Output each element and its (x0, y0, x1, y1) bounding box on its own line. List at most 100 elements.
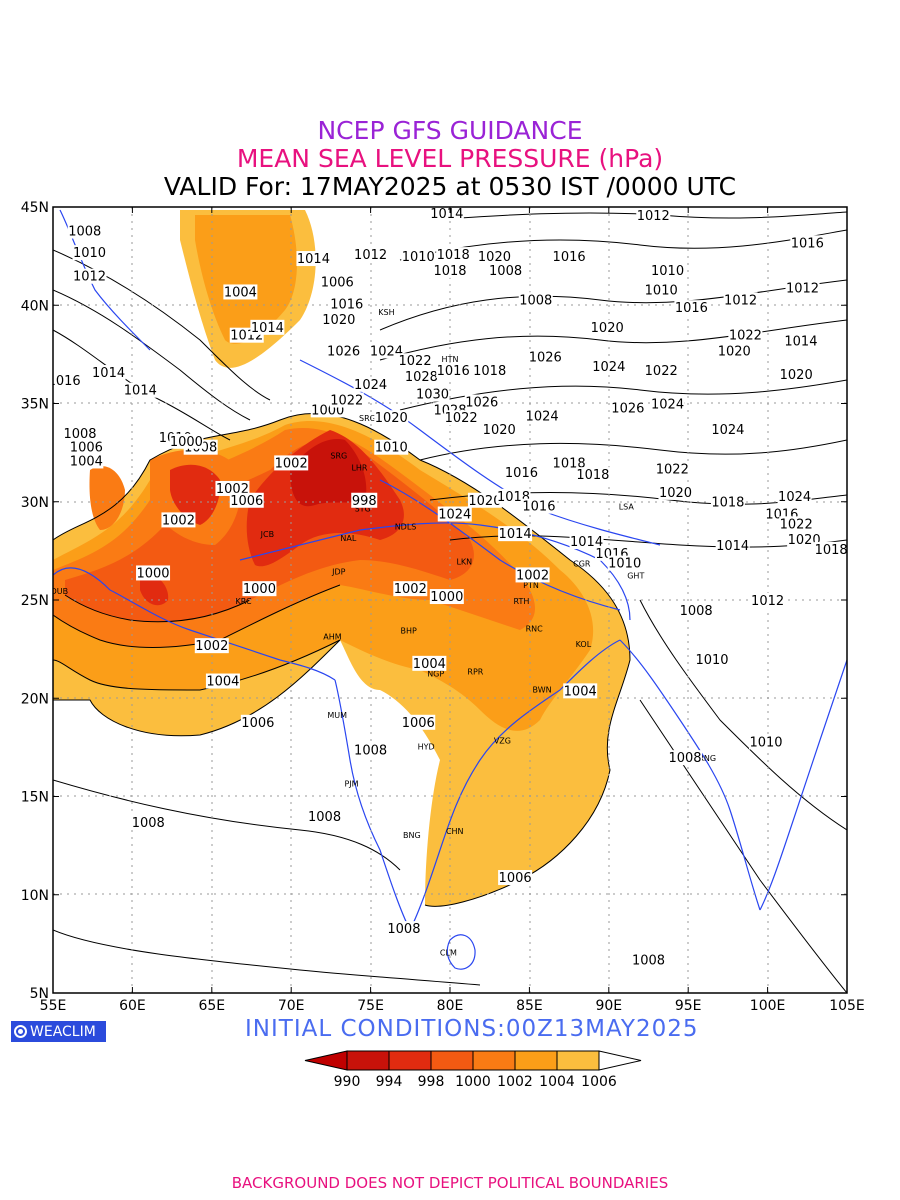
city-label: GHT (627, 571, 644, 580)
isobar-label-bg (650, 396, 685, 412)
city-label: CGR (573, 560, 591, 569)
isobar-label: 1016 (522, 500, 555, 515)
lon-tick-label: 90E (595, 998, 622, 1014)
city-label: STG (355, 505, 371, 514)
isobar-label: 1024 (592, 360, 625, 375)
isobar-label-bg (521, 498, 556, 514)
isobar-label-bg (477, 249, 512, 265)
lon-tick-label: 75E (357, 998, 384, 1014)
isobar-label-bg (575, 467, 610, 483)
coast-myanmar (759, 659, 847, 911)
isobar-label: 1018 (473, 364, 506, 379)
isobar-label-bg (525, 408, 560, 424)
isobar-label: 1016 (330, 297, 363, 312)
colorbar-swatch (430, 1050, 474, 1071)
isobar-label: 1014 (499, 527, 532, 542)
isobar-label-bg (644, 282, 679, 298)
isobar-label-bg (631, 952, 666, 968)
fill-998-west (170, 464, 221, 525)
isobar-label: 1020 (788, 533, 821, 548)
isobar-label: 1024 (651, 397, 684, 412)
title-valid-time: VALID For: 17MAY2025 at 0530 IST /0000 U… (163, 172, 737, 201)
isobar-label: 1022 (445, 411, 478, 426)
isobar-label-bg (749, 734, 784, 750)
colorbar-label: 1002 (497, 1074, 533, 1090)
isobar-label: 1014 (92, 366, 125, 381)
lon-tick-label: 105E (829, 998, 865, 1014)
city-label: KOL (576, 640, 592, 649)
city-label: SRG (330, 452, 347, 461)
isobar-label: 1016 (791, 236, 824, 251)
isobar-label-bg (498, 870, 533, 886)
isobar-label: 1022 (645, 364, 678, 379)
isobar-label: 1012 (73, 270, 106, 285)
city-label: KRC (236, 597, 252, 606)
isobar-label-bg (274, 455, 309, 471)
city-label: MUM (327, 711, 347, 720)
coast-srilanka (446, 934, 476, 970)
isobar-label: 1022 (729, 329, 762, 344)
isobar-label: 1006 (241, 716, 274, 731)
city-label: JCB (260, 530, 274, 539)
isobar-label-bg (504, 465, 539, 481)
isobar-label: 1002 (275, 456, 308, 471)
fill-1002-iran (89, 466, 125, 530)
isobar-label: 1010 (402, 250, 435, 265)
isobar-label: 1020 (591, 321, 624, 336)
isobar-label-bg (728, 327, 763, 343)
map-plot-area: KSH HTN SRG LHR SRG STG NAL NDLS JCB LKN JDP PTN RTH… (48, 207, 848, 993)
isobar-label: 1006 (230, 494, 263, 509)
isobar-label-bg (353, 742, 388, 758)
isobar-label-bg (528, 349, 563, 365)
isobar-label: 1008 (519, 293, 552, 308)
isobar-label: 1004 (70, 454, 103, 469)
colorbar-high-arrow (598, 1050, 642, 1071)
lat-tick-label: 45N (21, 200, 49, 216)
city-label: CHN (446, 827, 464, 836)
isobar-label: 1010 (651, 264, 684, 279)
isobar-label-bg (488, 262, 523, 278)
isobar-label-bg (53, 372, 82, 388)
isobar-label-bg (563, 683, 598, 699)
fill-1004-north (195, 215, 297, 344)
isobar-label: 1018 (433, 264, 466, 279)
colorbar-swatch (472, 1050, 516, 1071)
isobar-label-bg (552, 249, 587, 265)
isobar-label: 1012 (637, 209, 670, 224)
lon-tick-label: 85E (516, 998, 543, 1014)
isobar-label-bg (591, 359, 626, 375)
isobar-label: 1014 (297, 252, 330, 267)
isobar-label-bg (69, 453, 104, 469)
isobar-label: 1020 (483, 423, 516, 438)
isobar-label: 1006 (70, 441, 103, 456)
isobar-label: 1010 (695, 653, 728, 668)
colorbar-swatch (346, 1050, 390, 1071)
isobar-label-bg (123, 382, 158, 398)
isobar-label-bg (658, 484, 693, 500)
isobar-label-bg (715, 537, 750, 553)
isobar-label-bg (644, 363, 679, 379)
isobar-label-bg (242, 581, 277, 597)
isobar-label: 1016 (505, 466, 538, 481)
isobar-label: 1016 (48, 374, 81, 389)
isobar-label-bg (415, 386, 450, 402)
isobar-label-bg (307, 809, 342, 825)
isobar-label: 1006 (499, 871, 532, 886)
lat-tick-label: 10N (21, 888, 49, 904)
coast-bay-bengal-east (619, 639, 761, 911)
lon-tick-label: 70E (278, 998, 305, 1014)
isobar-label: 1008 (132, 816, 165, 831)
lon-tick-label: 55E (40, 998, 67, 1014)
isobar-label: 1020 (780, 368, 813, 383)
isobar-label: 1018 (815, 543, 848, 558)
isobar-label: 1016 (437, 364, 470, 379)
isobar-label-bg (351, 492, 378, 508)
city-label: BWN (533, 685, 552, 694)
isobar-label: 1016 (675, 301, 708, 316)
isobar-label-bg (607, 555, 642, 571)
latitude-axis: 45N 40N 35N 30N 25N 20N 15N 10N 5N (21, 200, 847, 1002)
isobar-label-bg (674, 300, 709, 316)
river-ganga (379, 479, 621, 611)
isobar-label: 1018 (497, 490, 530, 505)
